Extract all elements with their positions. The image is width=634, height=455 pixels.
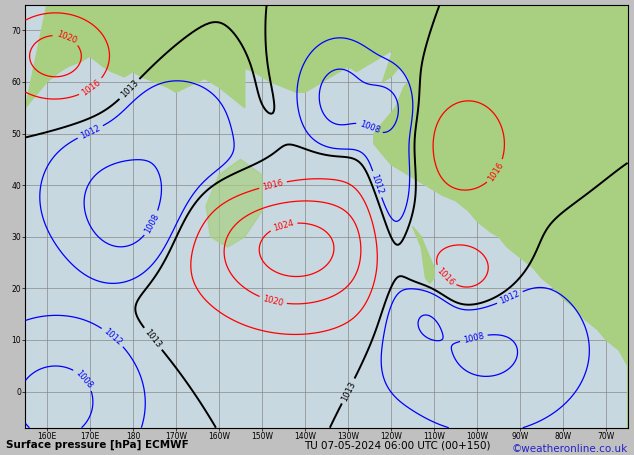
Text: 1020: 1020 (55, 30, 78, 46)
Polygon shape (176, 5, 408, 92)
Text: 1012: 1012 (79, 123, 101, 141)
Polygon shape (413, 227, 434, 283)
Text: 1020: 1020 (262, 294, 284, 308)
Text: 1016: 1016 (487, 161, 506, 183)
Text: 1016: 1016 (262, 178, 284, 192)
Text: 1012: 1012 (498, 289, 521, 306)
Text: 1008: 1008 (143, 212, 161, 235)
Text: 1012: 1012 (370, 173, 385, 196)
Text: TU 07-05-2024 06:00 UTC (00+150): TU 07-05-2024 06:00 UTC (00+150) (304, 440, 491, 450)
Polygon shape (206, 159, 262, 247)
Text: 1024: 1024 (272, 218, 295, 233)
Text: 1016: 1016 (81, 78, 103, 97)
Text: 1013: 1013 (339, 379, 357, 402)
Text: 1016: 1016 (434, 266, 456, 287)
Text: ©weatheronline.co.uk: ©weatheronline.co.uk (512, 444, 628, 454)
Polygon shape (374, 5, 628, 428)
Text: 1008: 1008 (358, 120, 381, 136)
Polygon shape (25, 5, 245, 108)
Text: 1008: 1008 (74, 368, 94, 390)
Text: 1012: 1012 (102, 327, 124, 347)
Text: 1008: 1008 (462, 331, 485, 344)
Text: Surface pressure [hPa] ECMWF: Surface pressure [hPa] ECMWF (6, 440, 189, 450)
Text: 1013: 1013 (119, 78, 140, 100)
Text: 1013: 1013 (143, 328, 163, 350)
